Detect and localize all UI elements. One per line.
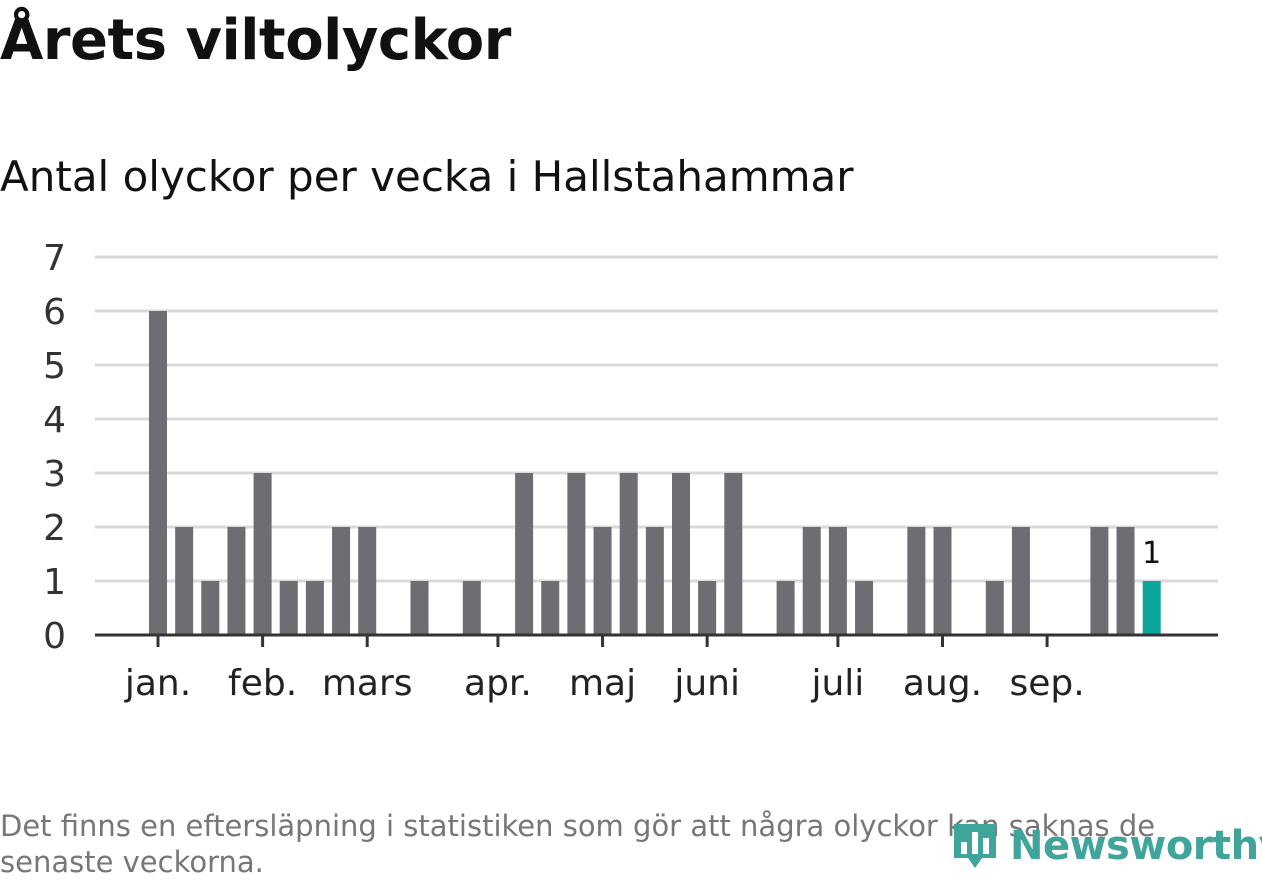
bar-week-25 bbox=[776, 581, 795, 635]
bar-week-6 bbox=[279, 581, 298, 635]
bar-week-34 bbox=[1011, 527, 1030, 635]
bar-week-13 bbox=[462, 581, 481, 635]
highlight-data-label: 1 bbox=[1142, 536, 1161, 571]
y-axis-ticks: 0 1 2 3 4 5 6 7 bbox=[43, 238, 66, 657]
bar-week-15 bbox=[515, 473, 534, 635]
x-tick-label: juni bbox=[673, 663, 740, 704]
bar-week-39 bbox=[1142, 581, 1161, 635]
y-tick-label: 3 bbox=[43, 454, 66, 495]
bar-week-16 bbox=[541, 581, 560, 635]
bar-week-17 bbox=[567, 473, 586, 635]
y-tick-label: 2 bbox=[43, 508, 66, 549]
bar-week-7 bbox=[305, 581, 324, 635]
x-tick-label: feb. bbox=[228, 663, 297, 704]
bar-week-33 bbox=[985, 581, 1004, 635]
bars bbox=[149, 311, 1161, 635]
chart-title: Årets viltolyckor bbox=[0, 8, 511, 73]
bar-week-28 bbox=[855, 581, 874, 635]
x-axis-ticks: jan. feb. mars apr. maj juni juli aug. sep. bbox=[124, 635, 1085, 704]
y-tick-label: 6 bbox=[43, 292, 66, 333]
x-tick-label: jan. bbox=[124, 663, 191, 704]
bar-week-23 bbox=[724, 473, 743, 635]
bar-week-26 bbox=[802, 527, 821, 635]
bar-week-2 bbox=[175, 527, 194, 635]
y-tick-label: 7 bbox=[43, 238, 66, 279]
bar-week-38 bbox=[1116, 527, 1135, 635]
bar-week-31 bbox=[933, 527, 952, 635]
x-tick-label: mars bbox=[322, 663, 413, 704]
x-tick-label: sep. bbox=[1009, 663, 1084, 704]
bar-week-3 bbox=[201, 581, 220, 635]
bar-chart-speech-bubble-icon bbox=[954, 824, 996, 868]
data-labels: 1 bbox=[1142, 536, 1161, 571]
newsworthy-logo: Newsworthy bbox=[950, 818, 1262, 874]
bar-week-37 bbox=[1090, 527, 1109, 635]
bar-week-18 bbox=[593, 527, 612, 635]
y-tick-label: 0 bbox=[43, 616, 66, 657]
x-tick-label: aug. bbox=[903, 663, 982, 704]
bar-week-30 bbox=[907, 527, 926, 635]
y-tick-label: 4 bbox=[43, 400, 66, 441]
bar-week-27 bbox=[828, 527, 847, 635]
bar-week-21 bbox=[672, 473, 690, 635]
y-tick-label: 5 bbox=[43, 346, 66, 387]
bar-week-9 bbox=[358, 527, 377, 635]
bar-week-5 bbox=[253, 473, 272, 635]
y-tick-label: 1 bbox=[43, 562, 66, 603]
x-tick-label: apr. bbox=[464, 663, 532, 704]
bar-week-4 bbox=[227, 527, 246, 635]
bar-week-8 bbox=[332, 527, 351, 635]
bar-chart: 0 1 2 3 4 5 6 7 jan. feb. mars apr. maj juni juli aug.… bbox=[43, 238, 1218, 704]
bar-week-22 bbox=[698, 581, 717, 635]
bar-week-11 bbox=[410, 581, 429, 635]
chart-subtitle: Antal olyckor per vecka i Hallstahammar bbox=[0, 152, 854, 201]
gridlines bbox=[95, 255, 1218, 583]
x-tick-label: juli bbox=[810, 663, 864, 704]
bar-week-1 bbox=[149, 311, 167, 635]
bar-week-20 bbox=[645, 527, 664, 635]
logo-text: Newsworthy bbox=[1010, 823, 1262, 869]
bar-week-19 bbox=[619, 473, 638, 635]
x-tick-label: maj bbox=[569, 663, 636, 704]
